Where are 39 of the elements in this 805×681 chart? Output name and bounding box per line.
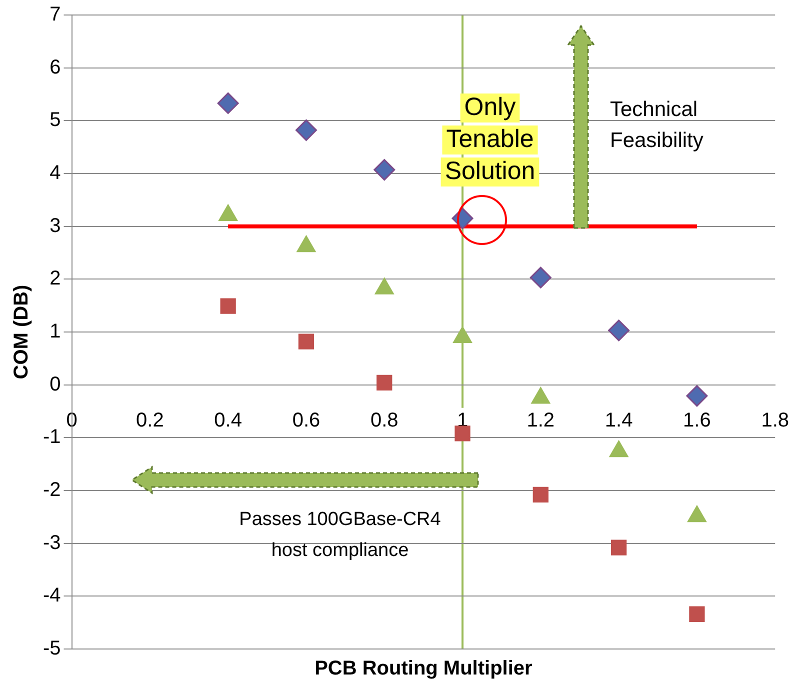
y-axis-title: COM (DB) [10, 284, 33, 380]
point [686, 385, 708, 407]
x-axis-title: PCB Routing Multiplier [314, 658, 533, 680]
x-tick-label: 0.6 [292, 409, 320, 432]
point [454, 426, 470, 442]
x-tick-label: 0.4 [214, 409, 242, 432]
y-tick-label: 3 [50, 214, 61, 237]
y-tick-label: -1 [42, 426, 61, 448]
annotation: Technical Feasibility [610, 98, 704, 152]
y-tick-label: 5 [50, 109, 61, 132]
annotation: Only Tenable Solution [444, 92, 536, 185]
x-tick-label: 1.2 [526, 409, 555, 432]
x-tick-label: 0.8 [370, 409, 398, 432]
point [530, 266, 552, 288]
y-tick-label: -5 [42, 638, 61, 660]
y-tick-label: 1 [50, 320, 61, 343]
x-tick-label: 1.8 [761, 409, 790, 432]
y-tick-label: -3 [42, 532, 61, 554]
y-tick-label: -2 [42, 479, 61, 502]
point [295, 119, 317, 141]
point [298, 334, 314, 350]
y-tick-label: 7 [50, 4, 61, 26]
point [610, 540, 627, 556]
point [376, 374, 392, 391]
x-tick-label: 1.6 [683, 409, 711, 432]
y-tick-label: 4 [50, 162, 61, 184]
x-tick-label: 1.4 [604, 409, 633, 432]
point [689, 606, 705, 622]
y-tick-label: -4 [42, 584, 61, 607]
y-tick-label: 6 [50, 56, 61, 78]
point [217, 92, 239, 114]
point [374, 159, 396, 181]
y-tick-label: 0 [50, 373, 61, 396]
point [532, 486, 548, 503]
y-tick-label: 2 [50, 268, 61, 290]
point [220, 298, 236, 314]
x-tick-label: 0.2 [136, 409, 164, 432]
point [608, 320, 630, 342]
annotation: Passes 100GBase-CR4 host compliance [239, 509, 442, 562]
